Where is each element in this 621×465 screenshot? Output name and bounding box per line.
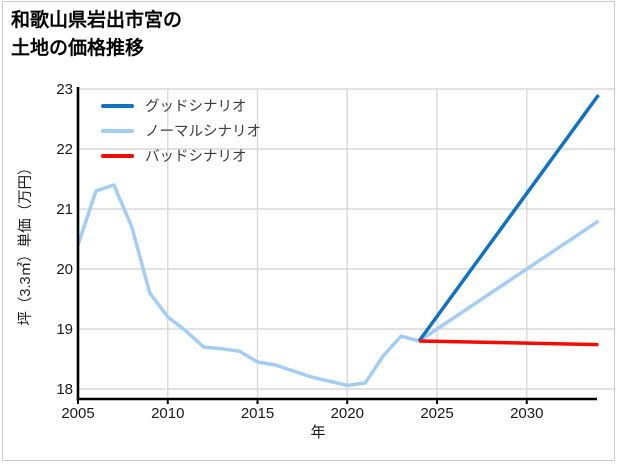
good-scenario-line xyxy=(417,93,600,343)
chart-title-line2: 土地の価格推移 xyxy=(11,37,145,59)
legend-label-good-scenario: グッドシナリオ xyxy=(145,99,247,115)
historical-line xyxy=(76,183,420,388)
legend: グッドシナリオ ノーマルシナリオ バッドシナリオ xyxy=(101,93,261,168)
y-axis-label: 坪（3.3㎡）単価（万円） xyxy=(18,160,34,326)
normal-scenario-line xyxy=(418,219,600,343)
x-axis-label: 年 xyxy=(310,424,326,441)
y-tick-label-19: 19 xyxy=(56,321,73,338)
legend-swatch-good-scenario xyxy=(101,103,134,108)
x-tick-label-2030: 2030 xyxy=(510,405,543,422)
x-tick-label-2005: 2005 xyxy=(61,405,94,422)
legend-item-good-scenario: グッドシナリオ xyxy=(101,93,261,118)
chart-title: 和歌山県岩出市宮の 土地の価格推移 xyxy=(11,7,182,62)
y-tick-label-22: 22 xyxy=(56,141,73,158)
x-tick-label-2020: 2020 xyxy=(331,405,364,422)
y-tick-label-21: 21 xyxy=(56,201,73,218)
x-tick-label-2010: 2010 xyxy=(151,405,184,422)
x-tick-label-2015: 2015 xyxy=(241,405,274,422)
legend-item-normal-scenario: ノーマルシナリオ xyxy=(101,118,261,143)
chart-series xyxy=(76,93,600,388)
y-tick-label-18: 18 xyxy=(56,381,73,398)
x-tick-label-2025: 2025 xyxy=(420,405,453,422)
legend-label-bad-scenario: バッドシナリオ xyxy=(145,149,247,165)
legend-swatch-normal-scenario xyxy=(101,128,134,133)
y-tick-label-20: 20 xyxy=(56,261,73,278)
bad-scenario-line xyxy=(419,339,599,347)
y-tick-label-23: 23 xyxy=(56,81,73,98)
chart-axes xyxy=(76,87,597,404)
chart-title-line1: 和歌山県岩出市宮の xyxy=(11,10,183,31)
axis-tick-labels: 2005 2010 2015 2020 2025 2030 18 19 20 21 22 23 xyxy=(56,81,543,422)
legend-item-bad-scenario: バッドシナリオ xyxy=(101,143,261,168)
chart-gridlines xyxy=(78,88,614,399)
legend-label-normal-scenario: ノーマルシナリオ xyxy=(145,124,261,140)
legend-swatch-bad-scenario xyxy=(101,153,134,158)
